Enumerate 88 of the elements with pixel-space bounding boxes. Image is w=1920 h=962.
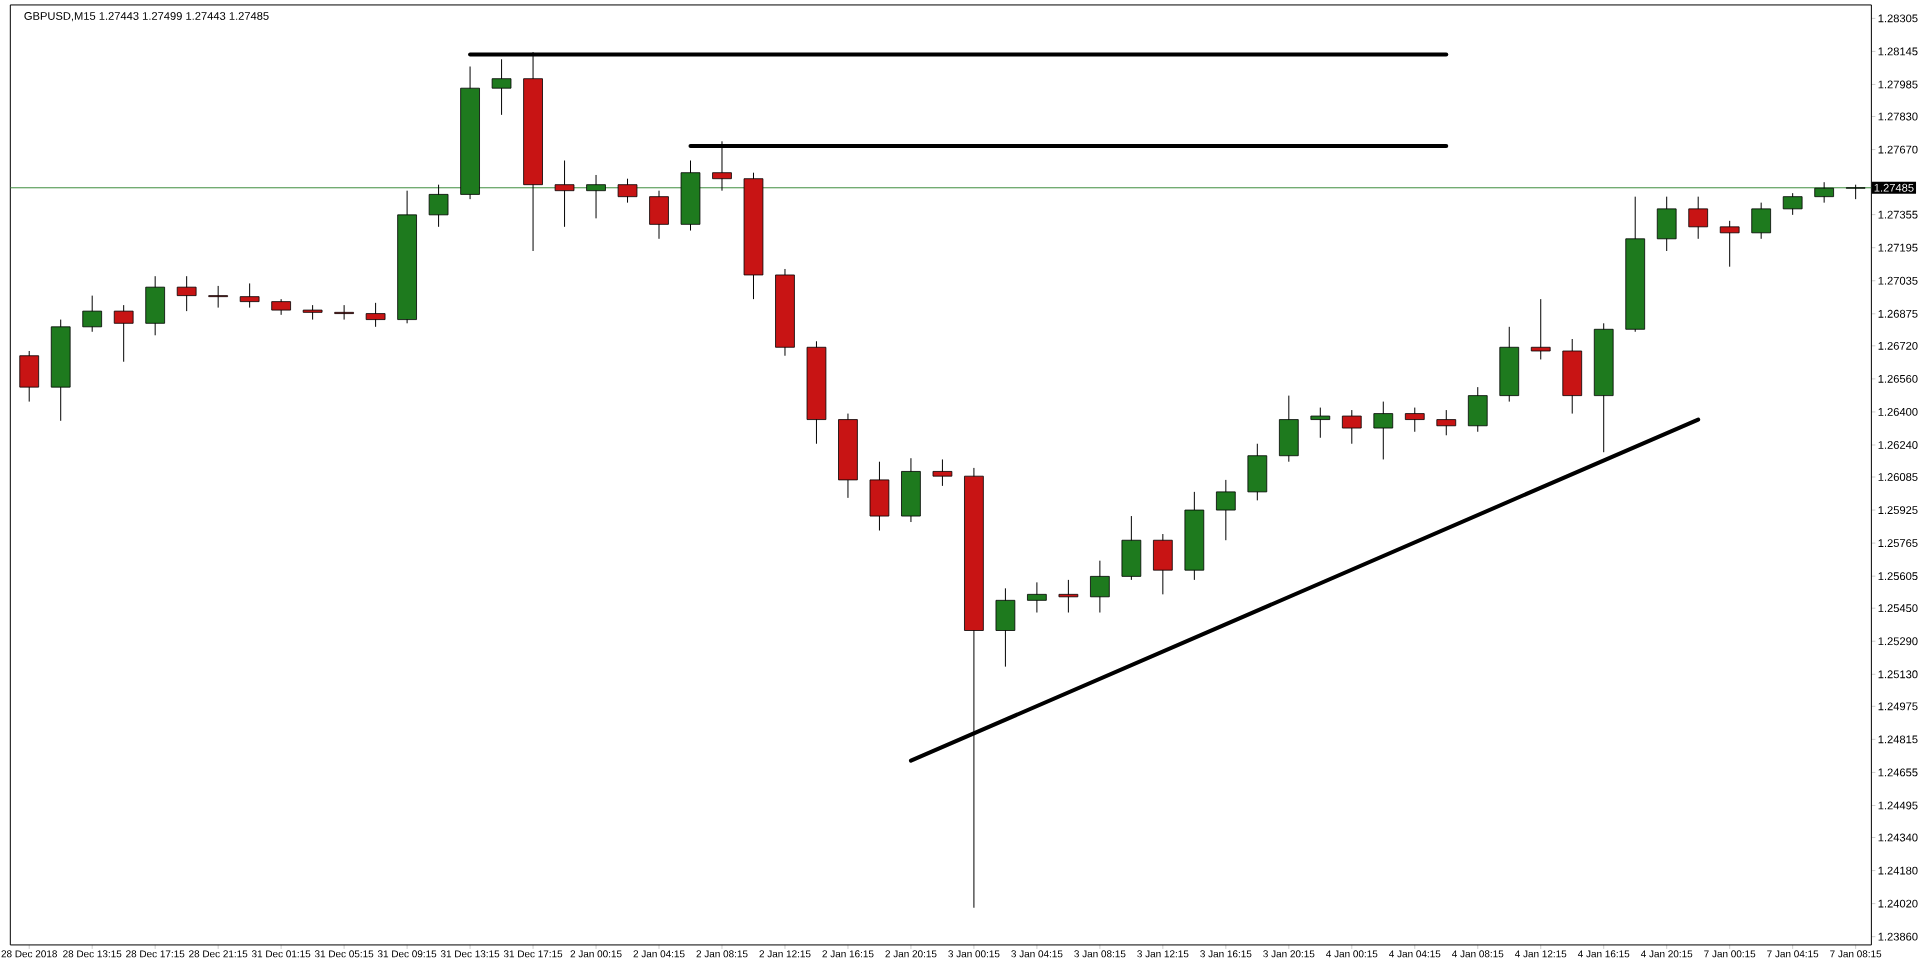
x-tick-label: 3 Jan 20:15 xyxy=(1263,950,1315,958)
y-tick-label: 1.23860 xyxy=(1878,932,1918,941)
candlestick xyxy=(113,304,134,363)
x-tick-label: 4 Jan 04:15 xyxy=(1389,950,1441,958)
x-tick-label: 7 Jan 08:15 xyxy=(1830,950,1882,958)
candlestick xyxy=(239,283,260,309)
x-tick-label: 31 Dec 09:15 xyxy=(377,950,437,958)
x-tick-label: 4 Jan 00:15 xyxy=(1326,950,1378,958)
candlestick xyxy=(932,459,953,487)
y-tick-label: 1.24975 xyxy=(1878,702,1918,711)
x-tick-label: 28 Dec 2018 xyxy=(1,950,57,958)
y-tick-label: 1.24020 xyxy=(1878,899,1918,908)
x-tick-label: 31 Dec 17:15 xyxy=(503,950,563,958)
y-tick-label: 1.26560 xyxy=(1878,375,1918,383)
candlestick xyxy=(554,160,575,228)
candlestick xyxy=(208,285,228,309)
candlestick xyxy=(1027,581,1047,614)
x-tick-label: 4 Jan 20:15 xyxy=(1640,950,1693,958)
y-tick-label: 1.24180 xyxy=(1878,866,1918,875)
y-tick-label: 1.25130 xyxy=(1878,670,1918,679)
x-tick-label: 2 Jan 20:15 xyxy=(885,950,937,958)
x-tick-label: 31 Dec 01:15 xyxy=(251,950,311,958)
x-tick-label: 4 Jan 12:15 xyxy=(1514,950,1567,958)
y-tick-label: 1.25290 xyxy=(1878,637,1918,646)
candlestick xyxy=(1341,409,1362,445)
x-tick-label: 3 Jan 00:15 xyxy=(948,950,1000,958)
x-tick-label: 4 Jan 16:15 xyxy=(1577,950,1630,958)
y-tick-label: 1.27985 xyxy=(1878,80,1918,89)
candlestick xyxy=(176,275,197,312)
ref-line-label: 1.27485 xyxy=(1874,183,1914,192)
y-tick-label: 1.27670 xyxy=(1878,145,1918,154)
y-tick-label: 1.24495 xyxy=(1878,801,1918,810)
x-tick-label: 3 Jan 04:15 xyxy=(1011,950,1063,958)
y-tick-label: 1.27035 xyxy=(1878,276,1918,285)
candlestick xyxy=(334,304,354,321)
y-tick-label: 1.26875 xyxy=(1878,309,1918,318)
y-tick-label: 1.24340 xyxy=(1878,833,1918,842)
x-tick-label: 2 Jan 08:15 xyxy=(696,950,748,958)
y-tick-label: 1.25605 xyxy=(1878,572,1918,581)
y-tick-label: 1.27830 xyxy=(1878,112,1918,121)
x-tick-label: 31 Dec 05:15 xyxy=(314,950,374,958)
y-tick-label: 1.25765 xyxy=(1878,539,1918,548)
x-tick-label: 31 Dec 13:15 xyxy=(440,950,500,958)
candlestick xyxy=(1373,401,1394,461)
x-tick-label: 28 Dec 13:15 xyxy=(63,950,122,958)
candlestick xyxy=(617,178,638,204)
candlestick xyxy=(1090,560,1110,614)
candlestick xyxy=(1751,202,1772,240)
x-tick-label: 3 Jan 16:15 xyxy=(1200,950,1252,958)
y-tick-label: 1.26240 xyxy=(1878,441,1918,449)
candlestick xyxy=(1719,220,1740,268)
y-tick-label: 1.27195 xyxy=(1878,243,1918,252)
y-tick-label: 1.25925 xyxy=(1878,506,1918,515)
candlestick xyxy=(1215,479,1236,541)
candlestick xyxy=(365,302,386,328)
x-tick-label: 28 Dec 17:15 xyxy=(126,950,185,958)
candlestick xyxy=(1404,407,1425,433)
candlestick xyxy=(1058,579,1079,614)
y-tick-label: 1.28145 xyxy=(1878,47,1918,56)
candlestick xyxy=(1782,192,1803,216)
x-tick-label: 4 Jan 08:15 xyxy=(1451,950,1504,958)
x-tick-label: 7 Jan 04:15 xyxy=(1767,950,1819,958)
candlestick xyxy=(428,184,449,228)
candlestick xyxy=(1530,298,1551,361)
y-tick-label: 1.24815 xyxy=(1878,735,1918,744)
candlestick xyxy=(1688,196,1709,240)
candlestick xyxy=(1310,407,1331,439)
y-tick-label: 1.26720 xyxy=(1878,341,1918,350)
y-tick-label: 1.26400 xyxy=(1878,408,1918,416)
x-tick-label: 3 Jan 08:15 xyxy=(1074,950,1126,958)
x-tick-label: 3 Jan 12:15 xyxy=(1137,950,1189,958)
candlestick xyxy=(491,58,512,116)
x-tick-label: 2 Jan 16:15 xyxy=(822,950,874,958)
candlestick xyxy=(586,174,606,219)
y-tick-label: 1.25450 xyxy=(1878,604,1918,613)
x-tick-label: 28 Dec 21:15 xyxy=(189,950,248,958)
candlestick xyxy=(1814,181,1834,204)
x-tick-label: 2 Jan 00:15 xyxy=(570,950,622,958)
candlestick xyxy=(1436,409,1457,436)
x-tick-label: 2 Jan 04:15 xyxy=(633,950,685,958)
y-tick-label: 1.27355 xyxy=(1878,210,1918,219)
candlestick xyxy=(82,295,103,333)
y-tick-label: 1.28305 xyxy=(1878,14,1918,23)
x-tick-label: 7 Jan 00:15 xyxy=(1704,950,1756,958)
y-tick-label: 1.26085 xyxy=(1878,473,1918,482)
x-tick-label: 2 Jan 12:15 xyxy=(759,950,811,958)
text: GBPUSD,M15 1.27443 1.27499 1.27443 1.27485 xyxy=(24,12,269,22)
y-tick-label: 1.24655 xyxy=(1878,768,1918,777)
